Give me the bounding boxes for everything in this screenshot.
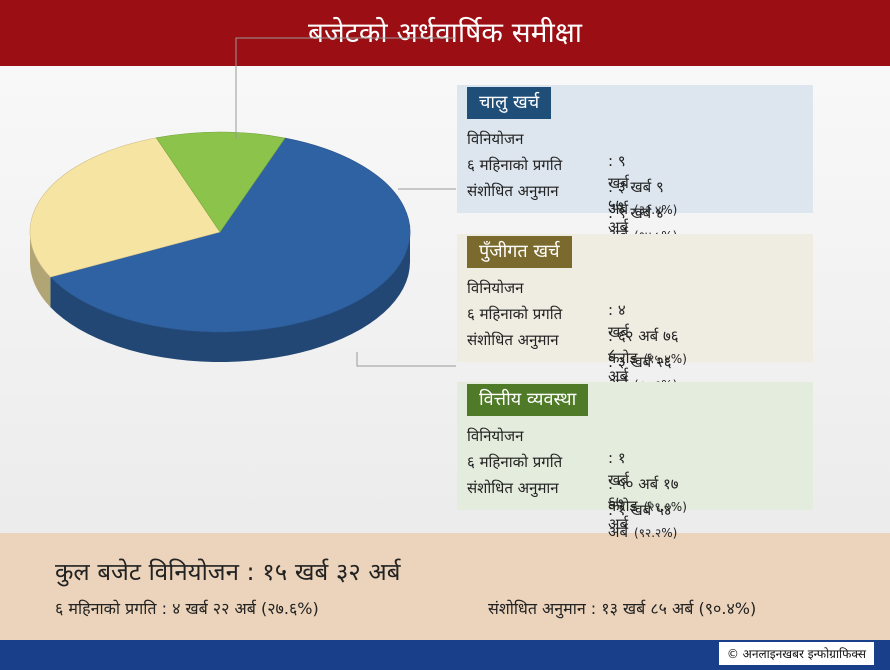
row: ६ महिनाको प्रगति : ३ खर्ब ९ अर्ब (३२.४%): [467, 154, 677, 218]
value: : ४ खर्ब ८ अर्ब: [608, 301, 629, 385]
slice: [155, 131, 286, 233]
value: : १ खर्ब ६७ अर्ब: [608, 449, 629, 533]
pie-chart: [29, 37, 456, 367]
percent: (३२.४%): [634, 203, 678, 217]
value: : ३ खर्ब ९ अर्ब: [608, 178, 664, 218]
value: : १ खर्ब ५४ अर्ब: [608, 501, 672, 541]
progress: ६ महिनाको प्रगति : ४ खर्ब २२ अर्ब (२७.६%…: [55, 599, 319, 618]
slice: [49, 137, 411, 333]
credit: © अनलाइनखबर इन्फोग्राफिक्स: [718, 642, 874, 665]
row-label: विनियोजन: [467, 130, 524, 148]
panel: चालु खर्च विनियोजन: ९ खर्ब ५७ अर्ब ६ महिना…: [457, 85, 813, 244]
row: संशोधित अनुमान : १ खर्ब ५४ अर्ब (९२.२%): [467, 477, 677, 541]
row: संशोधित अनुमान: ९ खर्ब ४ अर्ब(९४.५%): [467, 180, 677, 244]
percent: (२९.९%): [643, 500, 687, 514]
revised: संशोधित अनुमान : १३ खर्ब ८५ अर्ब (९०.४%): [488, 599, 757, 618]
panel: वित्तीय व्यवस्था विनियोजन : १ खर्ब ६७ अर्ब…: [457, 382, 813, 541]
row-value: : ४ खर्ब ८ अर्ब: [608, 299, 629, 387]
slice-side: [50, 232, 411, 362]
row-label: ६ महिनाको प्रगति: [467, 453, 563, 471]
row-value: : ५० अर्ब १७ करोड (२९.९%): [608, 473, 687, 518]
header-title: बजेटको अर्धवार्षिक समीक्षा: [0, 0, 890, 66]
row: ६ महिनाको प्रगति : ६२ अर्ब ७६ करोड (१५.४%): [467, 303, 687, 367]
row: ६ महिनाको प्रगति : ५० अर्ब १७ करोड (२९.९%): [467, 451, 687, 515]
percent: (९२.२%): [634, 526, 678, 540]
row: विनियोजन : १ खर्ब ६७ अर्ब: [467, 425, 629, 533]
row-value: : ६२ अर्ब ७६ करोड (१५.४%): [608, 325, 687, 370]
percent: (१५.४%): [643, 352, 687, 366]
row-label: संशोधित अनुमान: [467, 479, 559, 497]
total: कुल बजेट विनियोजन : १५ खर्ब ३२ अर्ब: [55, 558, 401, 586]
row-value: : ९ खर्ब ५७ अर्ब: [608, 150, 629, 238]
row-label: संशोधित अनुमान: [467, 182, 559, 200]
row: विनियोजन : ४ खर्ब ८ अर्ब: [467, 277, 629, 385]
value: : ९ खर्ब ५७ अर्ब: [608, 152, 629, 236]
row-label: विनियोजन: [467, 427, 524, 445]
footer: कुल बजेट विनियोजन : १५ खर्ब ३२ अर्ब ६ मह…: [0, 533, 890, 640]
connector: [356, 352, 456, 367]
row-value: : ३ खर्ब ९ अर्ब (३२.४%): [608, 176, 677, 221]
row-label: विनियोजन: [467, 279, 524, 297]
row-label: ६ महिनाको प्रगति: [467, 305, 563, 323]
value: : ५० अर्ब १७ करोड: [608, 475, 679, 515]
connector: [235, 37, 456, 139]
slice-side: [30, 232, 51, 308]
row-value: : १ खर्ब ६७ अर्ब: [608, 447, 629, 535]
value: : ६२ अर्ब ७६ करोड: [608, 327, 679, 367]
slice: [29, 137, 221, 278]
panel-title: पुँजीगत खर्च: [467, 236, 572, 268]
row-value: : ३ खर्ब २६ अर्ब(८०.१%): [608, 351, 677, 396]
row: विनियोजन : ९ खर्ब ५७ अर्ब: [467, 128, 629, 236]
panel-title: वित्तीय व्यवस्था: [467, 384, 589, 416]
panel: पुँजीगत खर्च विनियोजन: ४ खर्ब ८ अर्ब ६ महि…: [457, 234, 813, 393]
row-value: : १ खर्ब ५४ अर्ब (९२.२%): [608, 499, 677, 544]
row: संशोधित अनुमान : ३ खर्ब २६ अर्ब(८०.१%): [467, 329, 677, 393]
row-label: संशोधित अनुमान: [467, 331, 559, 349]
panel-title: चालु खर्च: [467, 87, 552, 119]
row-label: ६ महिनाको प्रगति: [467, 156, 563, 174]
